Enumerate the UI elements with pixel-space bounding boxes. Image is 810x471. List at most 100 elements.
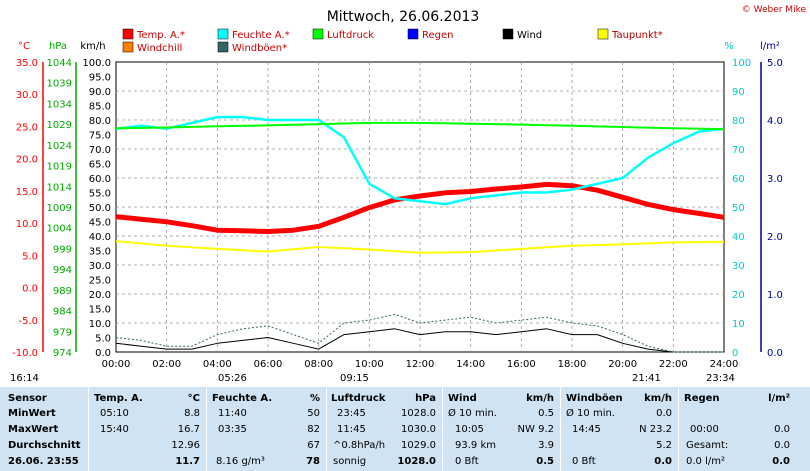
marker-time-label: 09:15 xyxy=(340,373,369,384)
axis-tick-label-rain: 5.0 xyxy=(767,58,783,69)
x-tick-label: 18:00 xyxy=(558,359,587,370)
max-wind-time: 10:05 xyxy=(455,424,484,435)
axis-tick-label-temp: 25.0 xyxy=(16,122,38,133)
axis-tick-label-humidity: 40 xyxy=(732,232,745,243)
now-rain-total: 0.0 l/m² xyxy=(686,456,725,467)
legend-label: Wind xyxy=(517,30,542,41)
x-tick-label: 04:00 xyxy=(203,359,232,370)
legend-swatch xyxy=(407,28,419,40)
legend-label: Windchill xyxy=(137,43,182,54)
header-gust-unit: km/h xyxy=(644,393,672,404)
max-gust-time: 14:45 xyxy=(572,424,601,435)
now-abs-humidity: 8.16 g/m³ xyxy=(216,456,265,467)
axis-tick-label-temp: -10.0 xyxy=(12,348,38,359)
axis-tick-label-wind: 20.0 xyxy=(89,290,111,301)
row-label-average: Durchschnitt xyxy=(8,440,81,451)
max-humidity-value: 82 xyxy=(307,424,320,435)
legend-swatch xyxy=(122,28,134,40)
legend-label: Feuchte A.* xyxy=(232,30,290,41)
axis-tick-label-wind: 65.0 xyxy=(89,160,111,171)
x-tick-label: 12:00 xyxy=(406,359,435,370)
pressure-axis-unit: hPa xyxy=(49,41,67,52)
now-humidity-value: 78 xyxy=(306,456,320,467)
series-line xyxy=(115,240,725,254)
row-label-max: MaxWert xyxy=(8,424,59,435)
wind-axis-unit: km/h xyxy=(80,41,105,52)
axis-tick-label-humidity: 100 xyxy=(732,58,751,69)
min-pressure-time: 23:45 xyxy=(337,408,366,419)
row-label-current: 26.06. 23:55 xyxy=(8,456,79,467)
header-rain-unit: l/m² xyxy=(768,393,790,404)
temp-axis-unit: °C xyxy=(18,41,30,52)
axis-tick-label-pressure: 1014 xyxy=(47,182,72,193)
min-pressure-value: 1028.0 xyxy=(401,408,436,419)
series-line xyxy=(115,313,724,353)
axis-tick-label-rain: 0.0 xyxy=(767,348,783,359)
axis-tick-label-temp: 20.0 xyxy=(16,155,38,166)
table-separator xyxy=(88,387,89,471)
axis-tick-label-wind: 10.0 xyxy=(89,319,111,330)
header-pressure: Luftdruck xyxy=(331,393,386,404)
header-wind: Wind xyxy=(448,393,477,404)
x-tick-label: 24:00 xyxy=(710,359,739,370)
avg-humidity-value: 67 xyxy=(307,440,320,451)
axis-tick-label-wind: 100.0 xyxy=(82,58,111,69)
header-gust: Windböen xyxy=(566,393,623,404)
axis-tick-label-humidity: 20 xyxy=(732,290,745,301)
max-gust-value: N 23.2 xyxy=(639,424,672,435)
chart-title: Mittwoch, 26.06.2013 xyxy=(327,9,480,25)
axis-tick-label-temp: -5.0 xyxy=(18,316,38,327)
axis-tick-label-pressure: 1024 xyxy=(47,141,72,152)
legend-swatch xyxy=(312,28,324,40)
header-temp: Temp. A. xyxy=(94,393,143,404)
header-humidity-unit: % xyxy=(309,393,320,404)
axis-tick-label-rain: 1.0 xyxy=(767,290,783,301)
axis-tick-label-humidity: 0 xyxy=(732,348,738,359)
axis-tick-label-humidity: 10 xyxy=(732,319,745,330)
now-pressure-value: 1028.0 xyxy=(397,456,436,467)
axis-tick-label-humidity: 90 xyxy=(732,87,745,98)
axis-tick-label-wind: 90.0 xyxy=(89,87,111,98)
axis-tick-label-temp: 30.0 xyxy=(16,90,38,101)
legend-swatch xyxy=(502,28,514,40)
statistics-table: Sensor Temp. A. °C Feuchte A. % Luftdruc… xyxy=(0,387,810,471)
axis-tick-label-wind: 30.0 xyxy=(89,261,111,272)
min-humidity-value: 50 xyxy=(307,408,320,419)
table-separator xyxy=(326,387,327,471)
legend-swatch xyxy=(122,41,134,53)
axis-tick-label-wind: 0.0 xyxy=(95,348,111,359)
table-separator xyxy=(206,387,207,471)
axis-tick-label-wind: 85.0 xyxy=(89,102,111,113)
table-separator xyxy=(560,387,561,471)
axis-tick-label-humidity: 50 xyxy=(732,203,745,214)
legend-swatch xyxy=(217,28,229,40)
axis-tick-label-rain: 3.0 xyxy=(767,174,783,185)
series-line xyxy=(115,121,725,131)
axis-tick-label-humidity: 70 xyxy=(732,145,745,156)
axis-tick-label-humidity: 80 xyxy=(732,116,745,127)
max-pressure-value: 1030.0 xyxy=(401,424,436,435)
x-tick-label: 14:00 xyxy=(456,359,485,370)
now-forecast: sonnig xyxy=(333,456,367,467)
legend-label: Regen xyxy=(422,30,454,41)
legend-label: Windböen* xyxy=(232,43,287,54)
x-tick-label: 06:00 xyxy=(254,359,283,370)
header-wind-unit: km/h xyxy=(526,393,554,404)
x-tick-label: 22:00 xyxy=(659,359,688,370)
axis-tick-label-wind: 25.0 xyxy=(89,276,111,287)
min-temp-value: 8.8 xyxy=(184,408,200,419)
chart-series xyxy=(115,115,725,353)
header-temp-unit: °C xyxy=(187,393,200,404)
now-gust-value: 0.0 xyxy=(654,456,672,467)
axis-tick-label-pressure: 1044 xyxy=(47,58,72,69)
axis-tick-label-pressure: 1009 xyxy=(47,203,72,214)
legend-swatch xyxy=(217,41,229,53)
row-label-min: MinWert xyxy=(8,408,56,419)
axis-tick-label-temp: 0.0 xyxy=(22,284,38,295)
avg-wind-value: 3.9 xyxy=(538,440,554,451)
rain-axis-unit: l/m² xyxy=(760,41,780,52)
min-wind-value: 0.5 xyxy=(538,408,554,419)
axis-tick-label-temp: 10.0 xyxy=(16,219,38,230)
axis-tick-label-wind: 55.0 xyxy=(89,189,111,200)
axis-tick-label-pressure: 1039 xyxy=(47,79,72,90)
